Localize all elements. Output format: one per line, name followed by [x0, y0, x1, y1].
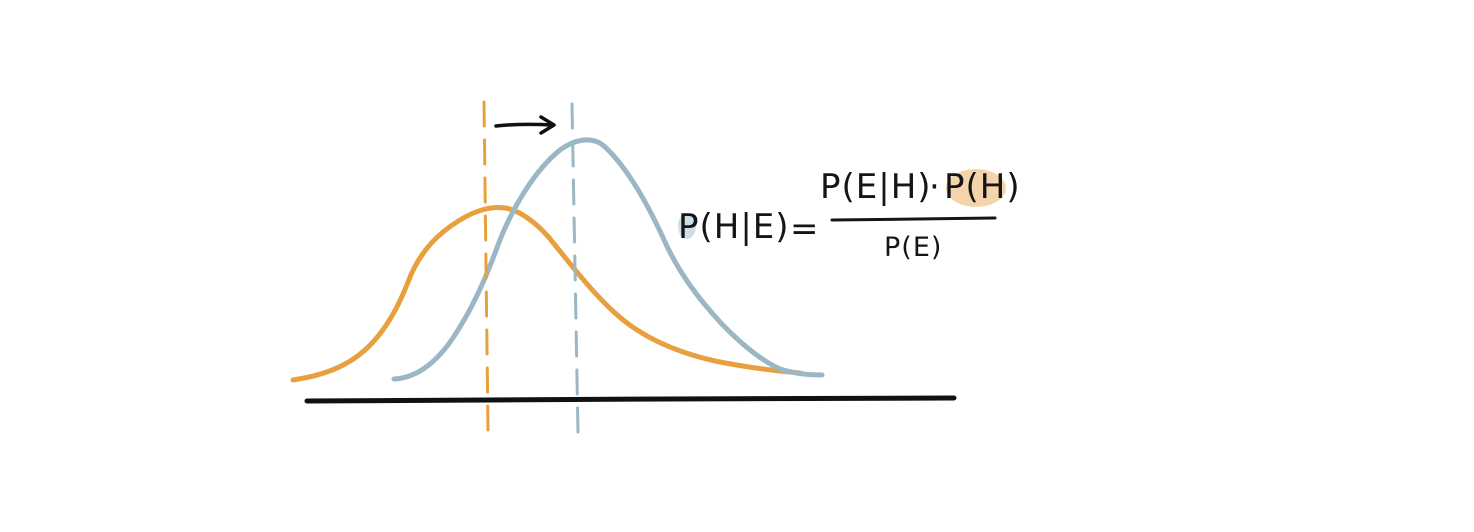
prior-mean-dashed-line [482, 100, 490, 432]
formula-lhs: P(H|E) [678, 207, 790, 247]
right-arrow-icon [494, 115, 556, 135]
fraction-bar [830, 216, 997, 222]
formula-prior: P(H) [944, 167, 1021, 207]
formula-numerator-dot: · [929, 167, 941, 207]
formula-denominator: P(E) [884, 232, 942, 263]
prior-curve [290, 205, 803, 383]
prior-term-highlight [946, 169, 1006, 207]
posterior-mean-dashed-line [570, 102, 580, 434]
posterior-term-highlight [678, 213, 696, 239]
bayes-formula: P(H|E) = P(E|H) · P(H) P(E) [678, 167, 1021, 263]
formula-likelihood: P(E|H) [820, 167, 932, 207]
baseline-axis [304, 395, 957, 404]
formula-equals: = [790, 209, 820, 249]
posterior-curve [391, 137, 825, 382]
